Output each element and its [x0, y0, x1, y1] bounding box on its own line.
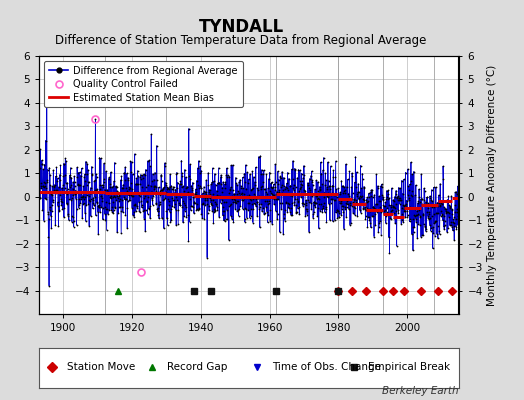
Text: Record Gap: Record Gap: [167, 362, 227, 372]
Legend: Difference from Regional Average, Quality Control Failed, Estimated Station Mean: Difference from Regional Average, Qualit…: [44, 61, 243, 107]
Text: Time of Obs. Change: Time of Obs. Change: [272, 362, 381, 372]
Text: TYNDALL: TYNDALL: [199, 18, 283, 36]
Text: Difference of Station Temperature Data from Regional Average: Difference of Station Temperature Data f…: [56, 34, 427, 47]
Y-axis label: Monthly Temperature Anomaly Difference (°C): Monthly Temperature Anomaly Difference (…: [487, 64, 497, 306]
Text: Empirical Break: Empirical Break: [368, 362, 451, 372]
Text: Berkeley Earth: Berkeley Earth: [382, 386, 458, 396]
Text: Station Move: Station Move: [67, 362, 135, 372]
